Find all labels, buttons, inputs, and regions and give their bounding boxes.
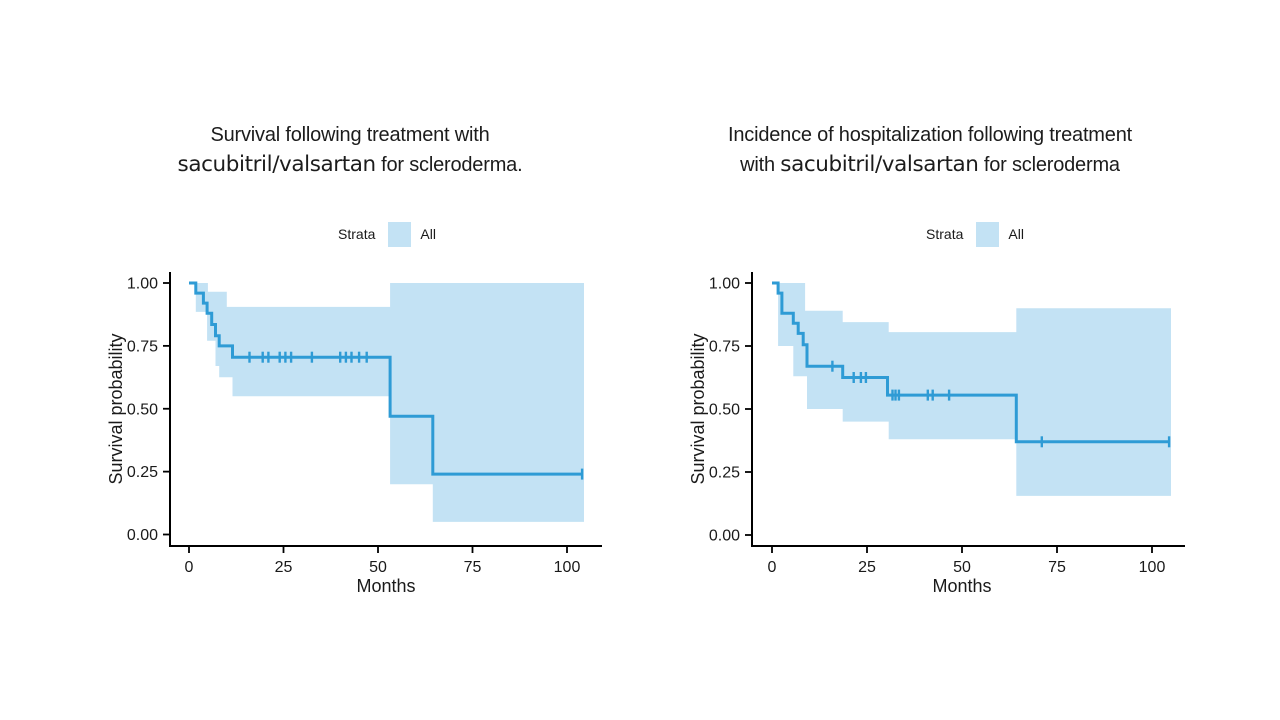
x-tick-label: 75 (1048, 559, 1066, 576)
y-tick-label: 0.50 (709, 402, 740, 419)
x-tick-label: 75 (464, 559, 482, 576)
confidence-band (195, 283, 585, 522)
y-axis-label: Survival probability (106, 333, 126, 484)
x-tick-label: 25 (275, 559, 293, 576)
x-tick-label: 0 (768, 559, 777, 576)
y-tick-label: 0.00 (127, 527, 158, 544)
survival-curve (772, 281, 1170, 444)
y-tick-label: 0.25 (127, 464, 158, 481)
y-tick-label: 0.75 (127, 338, 158, 355)
title-line1: Survival following treatment with (210, 124, 490, 146)
legend-label-all: All (1008, 226, 1024, 242)
title-line2-post: for scleroderma (978, 154, 1120, 176)
y-tick-label: 1.00 (127, 276, 158, 293)
y-tick-label: 0.50 (127, 401, 158, 418)
title-line2-pre: with (740, 154, 781, 176)
y-tick-label: 0.25 (709, 465, 740, 482)
x-axis-label: Months (356, 576, 415, 596)
legend-swatch-all (388, 221, 412, 247)
legend-label-all: All (420, 226, 436, 242)
legend-survival: Strata All (277, 220, 497, 248)
title-line1: Incidence of hospitalization following t… (728, 124, 1132, 146)
y-tick-label: 0.00 (709, 528, 740, 545)
x-tick-label: 25 (858, 559, 876, 576)
legend-title: Strata (926, 226, 964, 242)
x-tick-label: 0 (185, 559, 194, 576)
legend-hospitalization: Strata All (865, 220, 1085, 248)
legend-swatch-all (976, 221, 1000, 247)
legend-title: Strata (338, 226, 376, 242)
y-axis-label: Survival probability (688, 333, 708, 484)
drug-name: sacubitril/valsartan (780, 152, 979, 177)
chart-title-hospitalization: Incidence of hospitalization following t… (650, 120, 1210, 180)
x-tick-label: 50 (953, 559, 971, 576)
confidence-band (778, 283, 1171, 496)
chart-title-survival: Survival following treatment with sacubi… (120, 120, 580, 180)
x-tick-label: 50 (369, 559, 387, 576)
x-tick-label: 100 (1139, 559, 1166, 576)
survival-curve (189, 281, 583, 476)
y-tick-label: 0.75 (709, 339, 740, 356)
y-tick-label: 1.00 (709, 276, 740, 293)
x-tick-label: 100 (554, 559, 581, 576)
km-plot-hospitalization: 0 25 50 75 100 1.00 0.75 0.50 0.25 0.00 Months Surv… (688, 272, 1185, 596)
x-axis-label: Months (932, 576, 991, 596)
drug-name: sacubitril/valsartan (177, 152, 377, 177)
km-plot-survival: 0 25 50 75 100 1.00 0.75 0.50 0.25 0.00 Months Surv… (106, 272, 602, 596)
title-line2-post: for scleroderma. (375, 154, 523, 176)
